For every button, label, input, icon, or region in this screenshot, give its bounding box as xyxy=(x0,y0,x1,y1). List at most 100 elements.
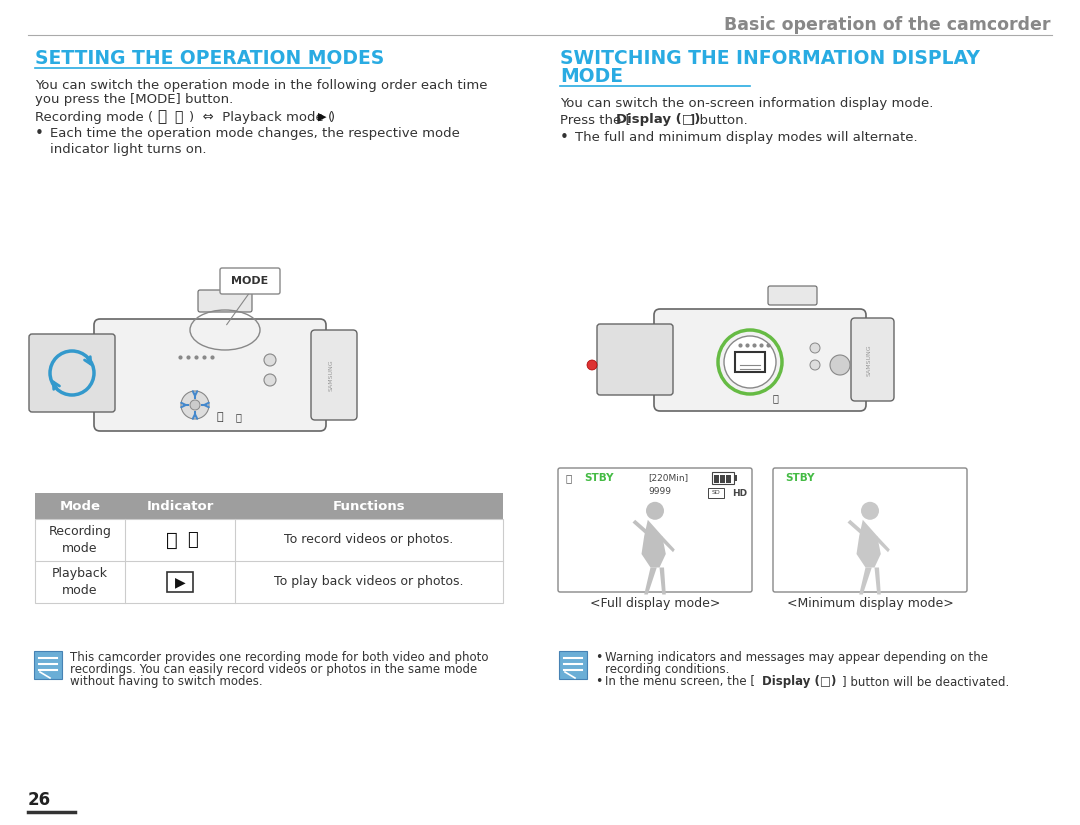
Text: To record videos or photos.: To record videos or photos. xyxy=(284,534,454,546)
Circle shape xyxy=(861,502,879,520)
FancyBboxPatch shape xyxy=(198,290,252,312)
Text: •: • xyxy=(595,650,603,663)
FancyBboxPatch shape xyxy=(311,330,357,420)
FancyBboxPatch shape xyxy=(33,651,62,679)
Text: STBY: STBY xyxy=(785,473,814,483)
Text: MODE: MODE xyxy=(231,276,269,286)
Circle shape xyxy=(724,336,777,388)
Text: indicator light turns on.: indicator light turns on. xyxy=(50,143,206,155)
FancyBboxPatch shape xyxy=(654,309,866,411)
Text: SWITCHING THE INFORMATION DISPLAY: SWITCHING THE INFORMATION DISPLAY xyxy=(561,49,980,68)
Text: This camcorder provides one recording mode for both video and photo: This camcorder provides one recording mo… xyxy=(70,650,488,663)
Text: 🎥: 🎥 xyxy=(217,412,224,422)
FancyBboxPatch shape xyxy=(735,352,765,372)
Bar xyxy=(712,472,734,484)
Text: you press the [MODE] button.: you press the [MODE] button. xyxy=(35,93,233,106)
Text: Indicator: Indicator xyxy=(146,501,214,513)
FancyBboxPatch shape xyxy=(94,319,326,431)
Circle shape xyxy=(810,343,820,353)
Polygon shape xyxy=(860,568,872,595)
Polygon shape xyxy=(848,520,865,536)
Bar xyxy=(708,488,724,498)
Polygon shape xyxy=(660,536,675,552)
FancyBboxPatch shape xyxy=(559,651,588,679)
Circle shape xyxy=(190,400,200,410)
Text: SD: SD xyxy=(712,491,720,496)
Text: ] button will be deactivated.: ] button will be deactivated. xyxy=(842,676,1009,689)
Text: Press the [: Press the [ xyxy=(561,114,631,126)
Polygon shape xyxy=(642,520,665,568)
Text: •: • xyxy=(561,130,569,144)
Text: •: • xyxy=(35,126,44,142)
Bar xyxy=(714,475,719,483)
FancyBboxPatch shape xyxy=(558,468,752,592)
Text: Recording mode (: Recording mode ( xyxy=(35,111,153,124)
FancyBboxPatch shape xyxy=(597,324,673,395)
Text: recordings. You can easily record videos or photos in the same mode: recordings. You can easily record videos… xyxy=(70,662,477,676)
Text: 26: 26 xyxy=(28,791,51,809)
Text: recording conditions.: recording conditions. xyxy=(605,662,729,676)
Text: To play back videos or photos.: To play back videos or photos. xyxy=(274,576,463,588)
Text: You can switch the on-screen information display mode.: You can switch the on-screen information… xyxy=(561,97,933,110)
Bar xyxy=(726,475,731,483)
Text: 9999: 9999 xyxy=(648,488,671,497)
Bar xyxy=(734,475,737,481)
FancyBboxPatch shape xyxy=(851,318,894,401)
Text: 📷: 📷 xyxy=(174,110,183,124)
Text: Functions: Functions xyxy=(333,501,405,513)
Text: ▶: ▶ xyxy=(318,112,326,122)
FancyBboxPatch shape xyxy=(29,334,114,412)
FancyBboxPatch shape xyxy=(768,286,816,305)
Text: 📷: 📷 xyxy=(235,412,241,422)
Text: HD: HD xyxy=(732,488,747,497)
Text: [220Min]: [220Min] xyxy=(648,474,688,483)
Text: ] button.: ] button. xyxy=(690,114,747,126)
Circle shape xyxy=(264,354,276,366)
Text: •: • xyxy=(595,676,603,689)
Text: You can switch the operation mode in the following order each time: You can switch the operation mode in the… xyxy=(35,78,487,92)
Text: STBY: STBY xyxy=(584,473,613,483)
Text: 📹: 📹 xyxy=(566,473,572,483)
Text: Display (□): Display (□) xyxy=(616,114,700,126)
FancyBboxPatch shape xyxy=(773,468,967,592)
Bar xyxy=(35,493,503,519)
Circle shape xyxy=(181,391,210,419)
Text: The full and minimum display modes will alternate.: The full and minimum display modes will … xyxy=(575,130,918,144)
Text: Mode: Mode xyxy=(59,501,100,513)
Circle shape xyxy=(264,374,276,386)
Text: In the menu screen, the [: In the menu screen, the [ xyxy=(605,676,755,689)
Text: 🎥: 🎥 xyxy=(157,110,166,125)
Text: MODE: MODE xyxy=(561,67,623,86)
Polygon shape xyxy=(633,520,650,536)
Polygon shape xyxy=(875,568,881,595)
Text: SAMSUNG: SAMSUNG xyxy=(328,359,334,391)
Text: 🎥: 🎥 xyxy=(166,530,178,549)
Text: )  ⇔  Playback mode (: ) ⇔ Playback mode ( xyxy=(189,111,333,124)
Text: Playback
mode: Playback mode xyxy=(52,567,108,597)
Text: Recording
mode: Recording mode xyxy=(49,525,111,555)
Text: 📷: 📷 xyxy=(772,393,778,403)
Text: <Full display mode>: <Full display mode> xyxy=(590,597,720,610)
Text: without having to switch modes.: without having to switch modes. xyxy=(70,675,262,687)
Polygon shape xyxy=(875,536,890,552)
Text: SETTING THE OPERATION MODES: SETTING THE OPERATION MODES xyxy=(35,49,384,68)
Text: Display (□): Display (□) xyxy=(762,676,836,689)
Bar xyxy=(720,475,725,483)
Polygon shape xyxy=(644,568,657,595)
FancyBboxPatch shape xyxy=(167,572,193,592)
Polygon shape xyxy=(660,568,665,595)
Circle shape xyxy=(810,360,820,370)
Text: Basic operation of the camcorder: Basic operation of the camcorder xyxy=(724,16,1050,34)
Text: <Minimum display mode>: <Minimum display mode> xyxy=(786,597,954,610)
FancyBboxPatch shape xyxy=(220,268,280,294)
Circle shape xyxy=(831,355,850,375)
Circle shape xyxy=(588,360,597,370)
Text: 📷: 📷 xyxy=(187,531,198,549)
Text: Each time the operation mode changes, the respective mode: Each time the operation mode changes, th… xyxy=(50,128,460,140)
Text: ▶: ▶ xyxy=(175,575,186,589)
Text: ): ) xyxy=(330,111,335,124)
Circle shape xyxy=(646,502,664,520)
Bar xyxy=(35,519,503,603)
Text: SAMSUNG: SAMSUNG xyxy=(866,344,872,376)
Polygon shape xyxy=(856,520,881,568)
